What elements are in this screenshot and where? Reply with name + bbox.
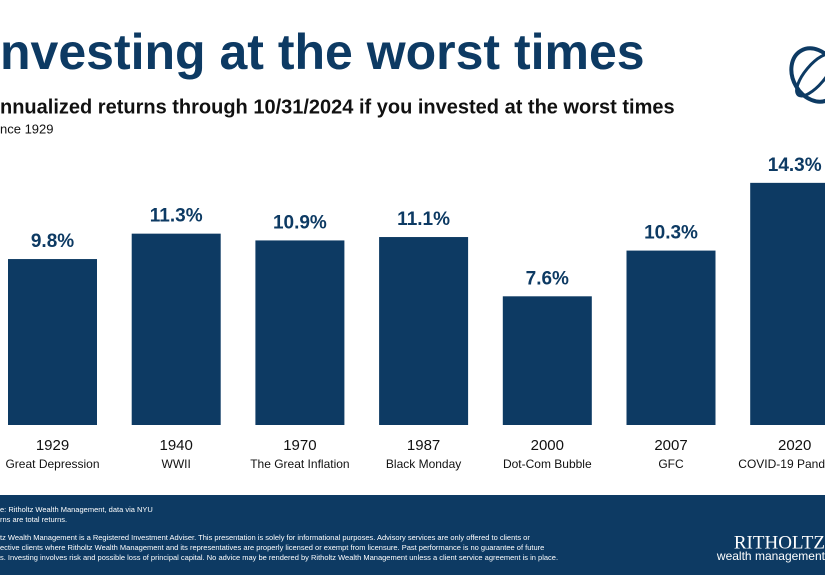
value-label: 11.3%	[150, 206, 203, 227]
category-description: Dot-Com Bubble	[503, 457, 592, 471]
bar	[750, 182, 825, 425]
category-description: Great Depression	[5, 457, 99, 471]
footer-band	[0, 495, 825, 575]
value-label: 10.3%	[644, 223, 698, 244]
footer-text: tz Wealth Management is a Registered Inv…	[0, 533, 530, 542]
category-description: Black Monday	[386, 457, 461, 471]
chart-subtitle: nnualized returns through 10/31/2024 if …	[0, 96, 675, 118]
x-tick-label: 1929	[36, 437, 69, 454]
footer-text: rns are total returns.	[0, 515, 67, 524]
x-tick-label: 2020	[778, 437, 811, 454]
brand: RITHOLTZ	[734, 532, 825, 553]
footer-text: s. Investing involves risk and possible …	[0, 553, 558, 562]
value-label: 11.1%	[397, 209, 450, 230]
value-label: 14.3%	[768, 155, 822, 176]
bar	[8, 259, 97, 425]
value-label: 9.8%	[31, 231, 74, 252]
x-tick-label: 1970	[283, 437, 316, 454]
bar	[131, 233, 221, 425]
chart-title: nvesting at the worst times	[0, 24, 645, 80]
bar	[502, 296, 592, 425]
x-tick-label: 2000	[531, 437, 564, 454]
footer-text: ective clients where Ritholtz Wealth Man…	[0, 543, 544, 552]
category-description: WWII	[162, 457, 191, 471]
value-label: 10.9%	[273, 212, 327, 233]
category-description: The Great Inflation	[250, 457, 349, 471]
footer-text: e: Ritholtz Wealth Management, data via …	[0, 505, 153, 514]
x-tick-label: 2007	[654, 437, 687, 454]
logo	[789, 46, 825, 104]
chart-note: nce 1929	[0, 121, 54, 136]
brand-sub: wealth management	[716, 549, 825, 563]
x-tick-label: 1940	[160, 437, 193, 454]
bar	[255, 240, 345, 425]
value-label: 7.6%	[526, 268, 569, 289]
bar	[379, 237, 469, 425]
category-description: GFC	[658, 457, 684, 471]
category-description: COVID-19 Pand	[738, 457, 825, 471]
x-tick-label: 1987	[407, 437, 440, 454]
bar	[626, 250, 716, 425]
